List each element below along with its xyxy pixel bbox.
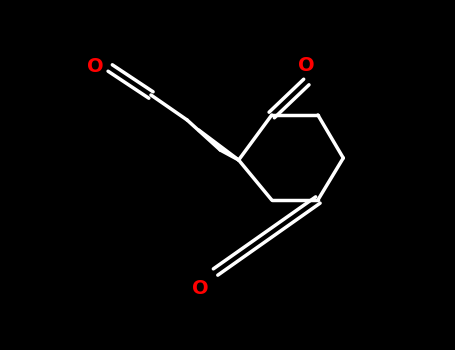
Text: O: O bbox=[298, 56, 315, 75]
Text: O: O bbox=[192, 279, 208, 298]
Text: O: O bbox=[86, 57, 103, 76]
